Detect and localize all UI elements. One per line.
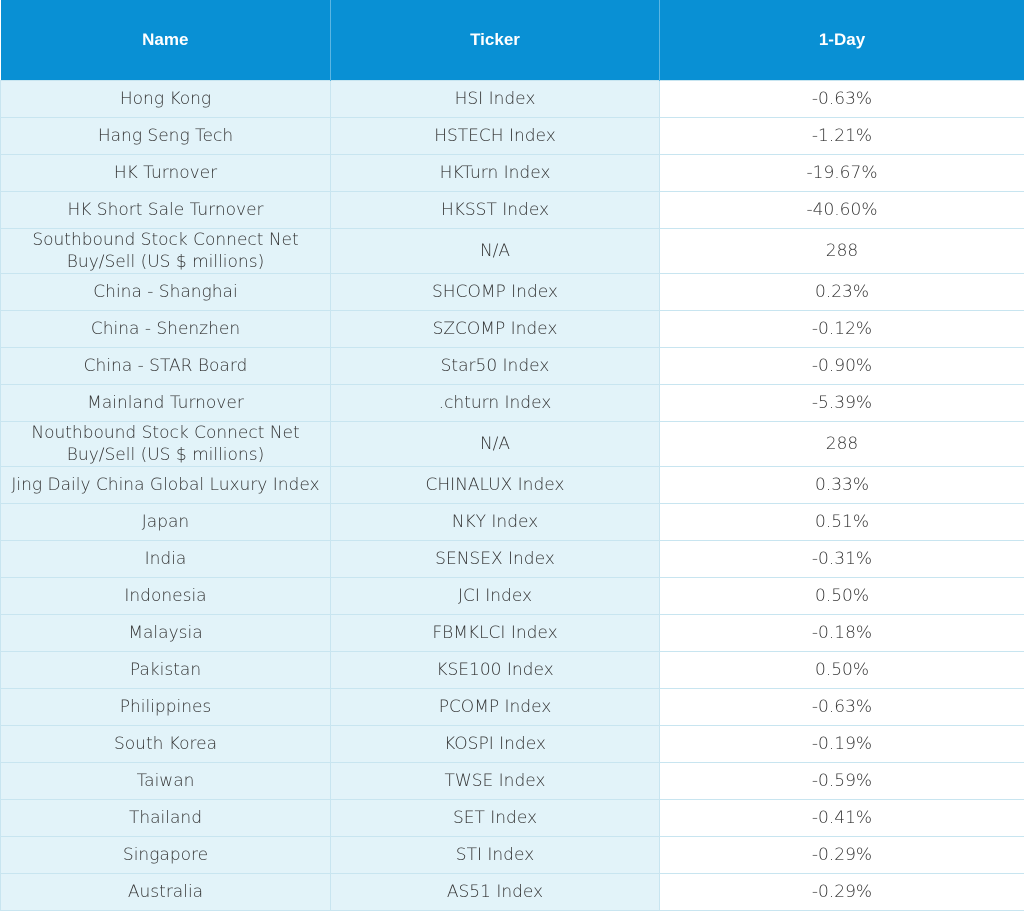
table-cell: Hong Kong bbox=[0, 80, 331, 118]
table-cell: -0.90% bbox=[659, 347, 1024, 385]
table-cell: Mainland Turnover bbox=[0, 384, 331, 422]
table-cell: CHINALUX Index bbox=[330, 466, 660, 504]
table-row: Malaysia FBMKLCI Index -0.18% bbox=[0, 614, 1024, 652]
table-row: HK Turnover HKTurn Index -19.67% bbox=[0, 154, 1024, 192]
table-cell: N/A bbox=[330, 228, 660, 274]
table-body: Hong Kong HSI Index -0.63% Hang Seng Tech HS… bbox=[0, 80, 1024, 911]
table-row: Hong Kong HSI Index -0.63% bbox=[0, 80, 1024, 118]
table-cell: Southbound Stock Connect Net Buy/Sell (U… bbox=[0, 228, 331, 274]
table-cell: HSTECH Index bbox=[330, 117, 660, 155]
table-header: Name Ticker 1-Day bbox=[0, 0, 1024, 81]
table-cell: HKTurn Index bbox=[330, 154, 660, 192]
table-cell: SZCOMP Index bbox=[330, 310, 660, 348]
table-cell: AS51 Index bbox=[330, 873, 660, 911]
table-cell: 288 bbox=[659, 228, 1024, 274]
table-cell: India bbox=[0, 540, 331, 578]
table-cell: .chturn Index bbox=[330, 384, 660, 422]
table-row: China - Shanghai SHCOMP Index 0.23% bbox=[0, 273, 1024, 311]
table-cell: -0.29% bbox=[659, 836, 1024, 874]
table-cell: Philippines bbox=[0, 688, 331, 726]
header-cell: Name bbox=[0, 0, 331, 81]
table-cell: China - Shanghai bbox=[0, 273, 331, 311]
table-row: Singapore STI Index -0.29% bbox=[0, 836, 1024, 874]
table-cell: Malaysia bbox=[0, 614, 331, 652]
table-cell: Taiwan bbox=[0, 762, 331, 800]
table-row: South Korea KOSPI Index -0.19% bbox=[0, 725, 1024, 763]
table-row: Australia AS51 Index -0.29% bbox=[0, 873, 1024, 911]
table-row: China - Shenzhen SZCOMP Index -0.12% bbox=[0, 310, 1024, 348]
table-row: Jing Daily China Global Luxury Index CHIN… bbox=[0, 466, 1024, 504]
table-cell: Australia bbox=[0, 873, 331, 911]
table-cell: -0.12% bbox=[659, 310, 1024, 348]
table-cell: -0.63% bbox=[659, 80, 1024, 118]
table-cell: -19.67% bbox=[659, 154, 1024, 192]
table-cell: Singapore bbox=[0, 836, 331, 874]
table-row: Philippines PCOMP Index -0.63% bbox=[0, 688, 1024, 726]
table-cell: Jing Daily China Global Luxury Index bbox=[0, 466, 331, 504]
table-cell: 0.50% bbox=[659, 651, 1024, 689]
table-cell: -0.29% bbox=[659, 873, 1024, 911]
table-cell: Thailand bbox=[0, 799, 331, 837]
table-cell: China - Shenzhen bbox=[0, 310, 331, 348]
table-cell: -40.60% bbox=[659, 191, 1024, 229]
table-row: Taiwan TWSE Index -0.59% bbox=[0, 762, 1024, 800]
table-cell: JCI Index bbox=[330, 577, 660, 615]
table-cell: NKY Index bbox=[330, 503, 660, 541]
table-cell: Japan bbox=[0, 503, 331, 541]
header-cell: 1-Day bbox=[659, 0, 1024, 81]
table-cell: SET Index bbox=[330, 799, 660, 837]
table-cell: -1.21% bbox=[659, 117, 1024, 155]
table-cell: 0.51% bbox=[659, 503, 1024, 541]
table-cell: PCOMP Index bbox=[330, 688, 660, 726]
table-row: Indonesia JCI Index 0.50% bbox=[0, 577, 1024, 615]
table-cell: -0.19% bbox=[659, 725, 1024, 763]
table-row: Pakistan KSE100 Index 0.50% bbox=[0, 651, 1024, 689]
table-cell: 0.33% bbox=[659, 466, 1024, 504]
table-cell: Pakistan bbox=[0, 651, 331, 689]
table-row: Hang Seng Tech HSTECH Index -1.21% bbox=[0, 117, 1024, 155]
table-cell: KSE100 Index bbox=[330, 651, 660, 689]
table-row: Southbound Stock Connect Net Buy/Sell (U… bbox=[0, 228, 1024, 274]
table-cell: SHCOMP Index bbox=[330, 273, 660, 311]
table-cell: Nouthbound Stock Connect Net Buy/Sell (U… bbox=[0, 421, 331, 467]
table-cell: SENSEX Index bbox=[330, 540, 660, 578]
table-cell: HK Short Sale Turnover bbox=[0, 191, 331, 229]
table-cell: STI Index bbox=[330, 836, 660, 874]
table-cell: -0.31% bbox=[659, 540, 1024, 578]
table-row: China - STAR Board Star50 Index -0.90% bbox=[0, 347, 1024, 385]
table-cell: HKSST Index bbox=[330, 191, 660, 229]
table-cell: -0.41% bbox=[659, 799, 1024, 837]
table-cell: -5.39% bbox=[659, 384, 1024, 422]
table-cell: HK Turnover bbox=[0, 154, 331, 192]
table-cell: -0.18% bbox=[659, 614, 1024, 652]
table-cell: KOSPI Index bbox=[330, 725, 660, 763]
table-row: Mainland Turnover .chturn Index -5.39% bbox=[0, 384, 1024, 422]
header-cell: Ticker bbox=[330, 0, 660, 81]
table-cell: 0.23% bbox=[659, 273, 1024, 311]
table-cell: Star50 Index bbox=[330, 347, 660, 385]
table-row: HK Short Sale Turnover HKSST Index -40.60% bbox=[0, 191, 1024, 229]
table-cell: FBMKLCI Index bbox=[330, 614, 660, 652]
table-cell: TWSE Index bbox=[330, 762, 660, 800]
table-cell: Hang Seng Tech bbox=[0, 117, 331, 155]
table-row: Thailand SET Index -0.41% bbox=[0, 799, 1024, 837]
table-row: India SENSEX Index -0.31% bbox=[0, 540, 1024, 578]
table-cell: -0.59% bbox=[659, 762, 1024, 800]
table-cell: N/A bbox=[330, 421, 660, 467]
table-row: Nouthbound Stock Connect Net Buy/Sell (U… bbox=[0, 421, 1024, 467]
table-cell: 0.50% bbox=[659, 577, 1024, 615]
table-cell: South Korea bbox=[0, 725, 331, 763]
table-cell: Indonesia bbox=[0, 577, 331, 615]
table-cell: -0.63% bbox=[659, 688, 1024, 726]
table-row: Japan NKY Index 0.51% bbox=[0, 503, 1024, 541]
table-cell: China - STAR Board bbox=[0, 347, 331, 385]
header-row: Name Ticker 1-Day bbox=[0, 0, 1024, 81]
table-cell: 288 bbox=[659, 421, 1024, 467]
table-cell: HSI Index bbox=[330, 80, 660, 118]
